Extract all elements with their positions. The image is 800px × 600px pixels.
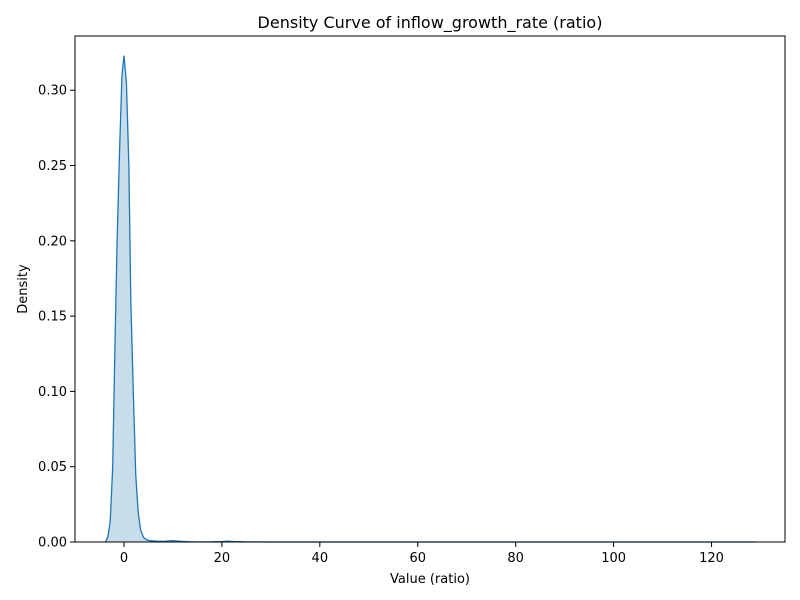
y-tick-label: 0.10	[38, 385, 67, 400]
x-axis: 0 20 40 60 80 100 120	[120, 542, 724, 566]
y-tick-label: 0.00	[38, 536, 67, 551]
y-axis-label: Density	[16, 264, 31, 314]
x-tick-label: 100	[601, 551, 626, 566]
y-tick-label: 0.15	[38, 310, 67, 325]
y-tick-label: 0.20	[38, 234, 67, 249]
y-tick-label: 0.30	[38, 84, 67, 99]
x-tick-label: 20	[214, 551, 231, 566]
chart-title: Density Curve of inflow_growth_rate (rat…	[258, 13, 603, 33]
y-tick-label: 0.25	[38, 159, 67, 174]
x-tick-label: 80	[507, 551, 524, 566]
x-axis-label: Value (ratio)	[390, 572, 470, 587]
y-axis: 0.00 0.05 0.10 0.15 0.20 0.25 0.30	[38, 84, 75, 551]
x-tick-label: 40	[312, 551, 329, 566]
x-tick-label: 0	[120, 551, 128, 566]
x-tick-label: 60	[409, 551, 426, 566]
density-area	[105, 55, 756, 542]
plot-area	[104, 55, 756, 543]
x-tick-label: 120	[699, 551, 724, 566]
plot-frame	[74, 35, 786, 543]
y-tick-label: 0.05	[38, 460, 67, 475]
density-line	[104, 55, 756, 543]
